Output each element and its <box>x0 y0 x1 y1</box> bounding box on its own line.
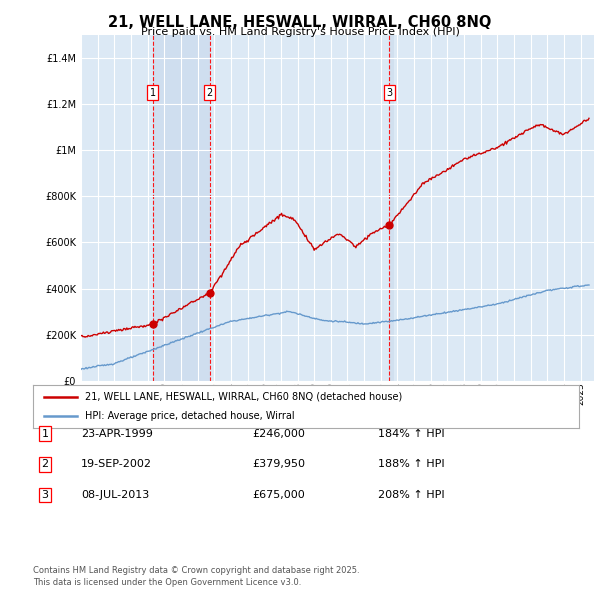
Text: 184% ↑ HPI: 184% ↑ HPI <box>378 429 445 438</box>
Text: £675,000: £675,000 <box>252 490 305 500</box>
Text: 208% ↑ HPI: 208% ↑ HPI <box>378 490 445 500</box>
Text: Contains HM Land Registry data © Crown copyright and database right 2025.
This d: Contains HM Land Registry data © Crown c… <box>33 566 359 587</box>
Text: 21, WELL LANE, HESWALL, WIRRAL, CH60 8NQ (detached house): 21, WELL LANE, HESWALL, WIRRAL, CH60 8NQ… <box>85 392 402 402</box>
Bar <box>389 35 394 381</box>
Text: 1: 1 <box>41 429 49 438</box>
Text: 08-JUL-2013: 08-JUL-2013 <box>81 490 149 500</box>
Text: 3: 3 <box>41 490 49 500</box>
Bar <box>153 35 209 381</box>
Text: 2: 2 <box>206 88 213 98</box>
Text: Price paid vs. HM Land Registry's House Price Index (HPI): Price paid vs. HM Land Registry's House … <box>140 27 460 37</box>
Text: 19-SEP-2002: 19-SEP-2002 <box>81 460 152 469</box>
Text: HPI: Average price, detached house, Wirral: HPI: Average price, detached house, Wirr… <box>85 411 295 421</box>
Text: £246,000: £246,000 <box>252 429 305 438</box>
Text: 21, WELL LANE, HESWALL, WIRRAL, CH60 8NQ: 21, WELL LANE, HESWALL, WIRRAL, CH60 8NQ <box>109 15 491 30</box>
Text: 23-APR-1999: 23-APR-1999 <box>81 429 153 438</box>
Text: 2: 2 <box>41 460 49 469</box>
Text: £379,950: £379,950 <box>252 460 305 469</box>
Text: 3: 3 <box>386 88 392 98</box>
Text: 188% ↑ HPI: 188% ↑ HPI <box>378 460 445 469</box>
Text: 1: 1 <box>150 88 156 98</box>
